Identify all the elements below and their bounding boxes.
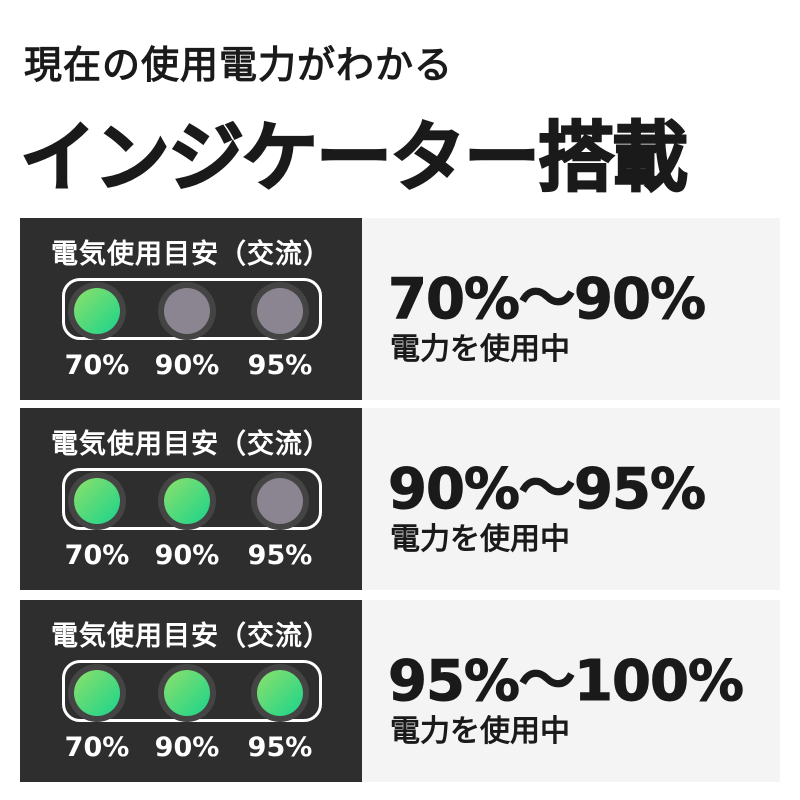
status-text: 電力を使用中 (390, 522, 570, 557)
indicator-lamp-on (68, 664, 126, 722)
indicator-lamp-off (251, 282, 309, 340)
range-text: 95%〜100% (387, 649, 744, 715)
indicator-label: 90% (154, 540, 220, 571)
indicator-label: 70% (64, 732, 130, 763)
range-panel: 95%〜100% 電力を使用中 (362, 600, 780, 782)
indicator-panel: 電気使用目安（交流） 70% 90% 95% (20, 408, 362, 590)
indicator-label: 70% (64, 350, 130, 381)
indicator-lamp-on (158, 664, 216, 722)
range-panel: 70%〜90% 電力を使用中 (362, 218, 780, 400)
indicator-caption: 電気使用目安（交流） (51, 621, 331, 652)
indicator-caption: 電気使用目安（交流） (51, 429, 331, 460)
indicator-panel: 電気使用目安（交流） 70% 90% 95% (20, 600, 362, 782)
indicator-lamp-on (68, 282, 126, 340)
status-text: 電力を使用中 (390, 332, 570, 367)
indicator-lamp-on (251, 664, 309, 722)
indicator-row: 電気使用目安（交流） 70% 90% 95% 70%〜90% 電力を使用中 (20, 218, 780, 400)
status-text: 電力を使用中 (390, 714, 570, 749)
indicator-label: 95% (247, 732, 313, 763)
indicator-label: 90% (154, 732, 220, 763)
range-text: 70%〜90% (387, 267, 706, 333)
indicator-lamp-off (158, 282, 216, 340)
indicator-lamp-on (158, 472, 216, 530)
indicator-row: 電気使用目安（交流） 70% 90% 95% 95%〜100% 電力を使用中 (20, 600, 780, 782)
indicator-caption: 電気使用目安（交流） (51, 239, 331, 270)
indicator-label: 95% (247, 350, 313, 381)
indicator-lamp-off (251, 472, 309, 530)
indicator-lamp-on (68, 472, 126, 530)
indicator-row: 電気使用目安（交流） 70% 90% 95% 90%〜95% 電力を使用中 (20, 408, 780, 590)
range-panel: 90%〜95% 電力を使用中 (362, 408, 780, 590)
indicator-panel: 電気使用目安（交流） 70% 90% 95% (20, 218, 362, 400)
indicator-label: 90% (154, 350, 220, 381)
range-text: 90%〜95% (387, 457, 706, 523)
indicator-label: 70% (64, 540, 130, 571)
subtitle: 現在の使用電力がわかる (24, 43, 454, 87)
title: インジケーター搭載 (19, 112, 689, 203)
indicator-label: 95% (247, 540, 313, 571)
